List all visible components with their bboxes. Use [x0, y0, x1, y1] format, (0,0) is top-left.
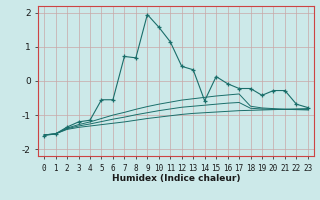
X-axis label: Humidex (Indice chaleur): Humidex (Indice chaleur) [112, 174, 240, 183]
